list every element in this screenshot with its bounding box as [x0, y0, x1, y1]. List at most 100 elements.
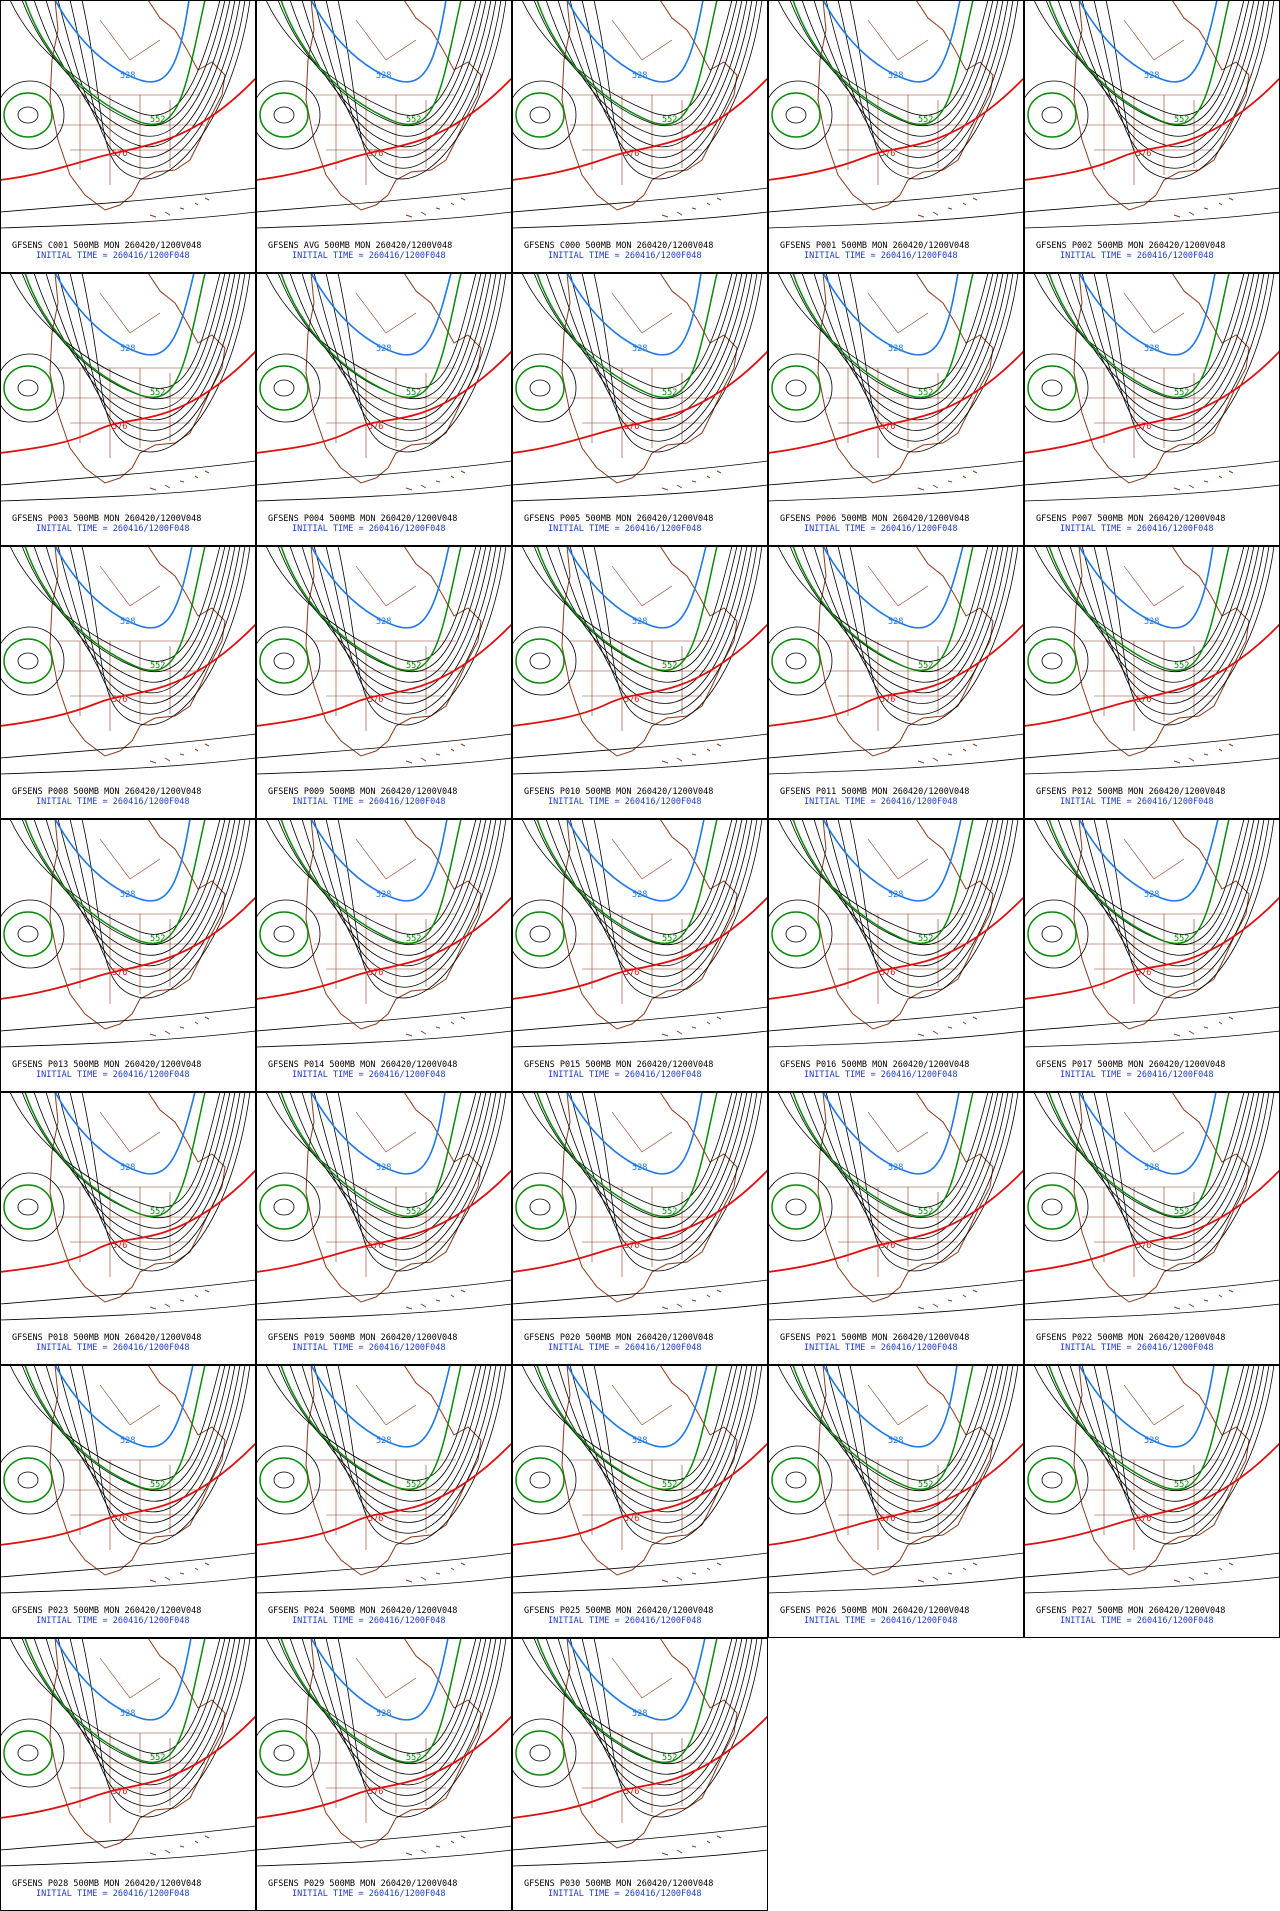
contour: [1081, 0, 1265, 158]
contour: [813, 819, 1004, 967]
map-panel: 576 552 528 GFSENS P020 500MB MON 260420/12…: [512, 1092, 768, 1365]
contour: [768, 757, 1024, 775]
contour: [521, 0, 733, 116]
contour: [0, 1718, 65, 1788]
map: 576 552 528 GFSENS P025 500MB MON 260420/12…: [512, 1365, 768, 1638]
panel-subtitle: INITIAL TIME = 260416/1200F048: [1060, 524, 1214, 534]
contour-label: 552: [662, 1207, 677, 1217]
map: 576 552 528 GFSENS P018 500MB MON 260420/12…: [0, 1092, 256, 1365]
contour: [256, 80, 321, 150]
red-contour: [0, 1715, 256, 1819]
panel-title: GFSENS P012 500MB MON 260420/1200V048: [1036, 787, 1225, 797]
map-panel: 576 552 528 GFSENS P007 500MB MON 260420/12…: [1024, 273, 1280, 546]
panel-subtitle: INITIAL TIME = 260416/1200F048: [292, 1343, 446, 1353]
map-panel: 576 552 528 GFSENS P021 500MB MON 260420/12…: [768, 1092, 1024, 1365]
contour: [777, 546, 989, 662]
contour: [521, 546, 733, 662]
map: 576 552 528 GFSENS P017 500MB MON 260420/12…: [1024, 819, 1280, 1092]
contour: [313, 273, 497, 431]
contour: [593, 819, 763, 999]
map: 576 552 528 GFSENS P010 500MB MON 260420/12…: [512, 546, 768, 819]
contour-label: 552: [1174, 934, 1189, 944]
coastline: [305, 1365, 482, 1576]
contour-label: 576: [1136, 968, 1151, 978]
green-contour: [3, 365, 53, 411]
panel-title: GFSENS P014 500MB MON 260420/1200V048: [268, 1060, 457, 1070]
green-contour: [1027, 365, 1077, 411]
map-panel: 576 552 528 GFSENS P027 500MB MON 260420/12…: [1024, 1365, 1280, 1638]
red-contour: [256, 1442, 512, 1546]
coastline: [305, 273, 482, 484]
contour: [289, 1092, 487, 1229]
contour: [45, 546, 236, 694]
contour-label: 576: [880, 422, 895, 432]
coastline: [305, 1638, 482, 1849]
contour-label: 576: [624, 968, 639, 978]
contour: [301, 546, 492, 694]
contour: [545, 0, 743, 137]
contour-label: 552: [406, 388, 421, 398]
state-lines: [570, 565, 717, 731]
contour: [512, 484, 768, 502]
contour: [849, 819, 1019, 999]
contour: [1024, 460, 1280, 486]
coastline: [1073, 1092, 1250, 1303]
islands: [661, 1289, 722, 1310]
contour-label: 552: [150, 1207, 165, 1217]
contour: [313, 819, 497, 977]
contour: [825, 1092, 1009, 1250]
red-contour: [768, 1169, 1024, 1273]
contour: [1057, 273, 1255, 410]
contour: [1024, 1303, 1280, 1321]
contour: [0, 353, 65, 423]
contour: [277, 1092, 482, 1219]
contour: [512, 1279, 768, 1305]
contour: [256, 899, 321, 969]
contour-label: 528: [120, 1436, 135, 1446]
coastline: [49, 273, 226, 484]
contour: [512, 733, 768, 759]
green-contour: [792, 273, 974, 399]
contour: [256, 1445, 321, 1515]
blue-contour: [822, 1365, 958, 1448]
contour: [789, 273, 994, 400]
panel-title: GFSENS C000 500MB MON 260420/1200V048: [524, 241, 713, 251]
panel-subtitle: INITIAL TIME = 260416/1200F048: [804, 1616, 958, 1626]
panel-border: [256, 546, 512, 819]
contour: [313, 1092, 497, 1250]
map: 576 552 528 GFSENS P008 500MB MON 260420/12…: [0, 546, 256, 819]
contour: [545, 1365, 743, 1502]
panel-border: [0, 1092, 256, 1365]
contour-label: 528: [120, 890, 135, 900]
panel-subtitle: INITIAL TIME = 260416/1200F048: [36, 1070, 190, 1080]
map-panel: 576 552 528 GFSENS P011 500MB MON 260420/12…: [768, 546, 1024, 819]
contour: [301, 819, 492, 967]
contour-label: 528: [376, 617, 391, 627]
contour: [57, 273, 241, 431]
map: 576 552 528 GFSENS P020 500MB MON 260420/12…: [512, 1092, 768, 1365]
contour: [0, 80, 65, 150]
blue-contour: [54, 546, 193, 629]
green-contour: [280, 546, 462, 672]
blue-contour: [1078, 1092, 1217, 1175]
contour: [512, 1825, 768, 1851]
green-contour: [259, 92, 309, 138]
coastline: [305, 0, 482, 211]
green-contour: [515, 92, 565, 138]
map-panel: 576 552 528 GFSENS P018 500MB MON 260420/12…: [0, 1092, 256, 1365]
contour: [557, 1092, 748, 1240]
contour: [325, 0, 502, 169]
green-contour: [536, 0, 718, 126]
contour-label: 552: [150, 388, 165, 398]
contour: [768, 211, 1024, 229]
contour: [33, 1638, 231, 1775]
panel-subtitle: INITIAL TIME = 260416/1200F048: [548, 1343, 702, 1353]
contour: [57, 819, 241, 977]
blue-contour: [310, 1365, 451, 1448]
contour: [81, 273, 251, 453]
islands: [149, 743, 210, 764]
coastline: [561, 1365, 738, 1576]
contour: [1069, 1092, 1260, 1240]
contour: [265, 819, 477, 935]
panel-subtitle: INITIAL TIME = 260416/1200F048: [36, 251, 190, 261]
